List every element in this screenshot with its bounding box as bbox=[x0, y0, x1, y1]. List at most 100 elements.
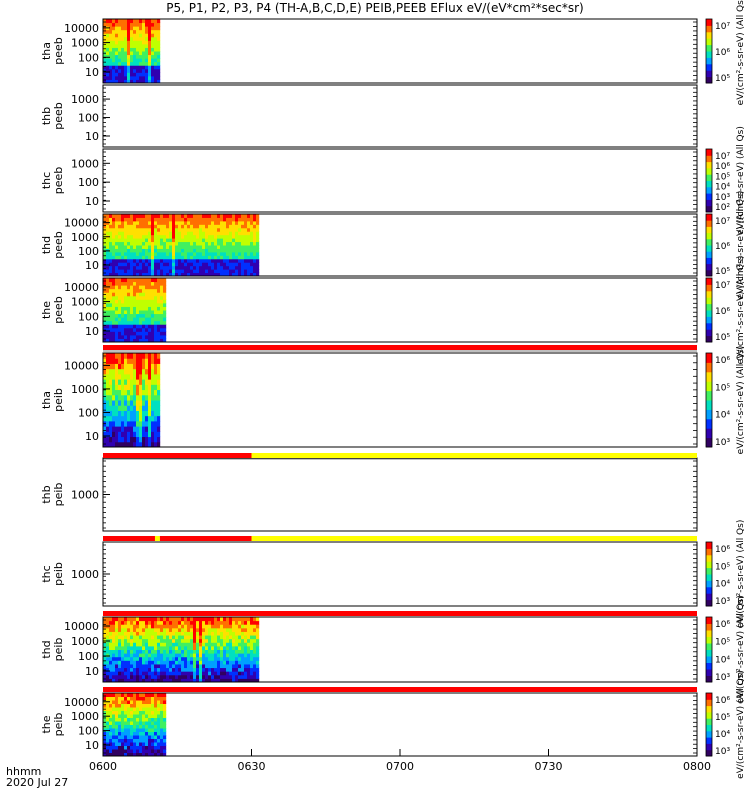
y-tick-label-tha-peib: 10 bbox=[85, 430, 99, 443]
panel-frame-thd-peeb bbox=[102, 213, 698, 277]
colorbar-tick-thd-peeb: 10⁷ bbox=[715, 217, 730, 227]
y-tick-label-thb-peeb: 1000 bbox=[71, 93, 99, 106]
colorbar-tick-thc-peib: 10⁴ bbox=[715, 580, 730, 590]
colorbar-swatch-the-peib bbox=[706, 730, 712, 738]
colorbar-swatch-thd-peib bbox=[706, 656, 712, 663]
colorbar-swatch-thd-peib bbox=[706, 636, 712, 644]
colorbar-frame-thc-peib bbox=[705, 541, 713, 607]
colorbar-tick-the-peib: 10⁴ bbox=[715, 730, 730, 740]
colorbar-tick-thd-peib: 10³ bbox=[715, 673, 730, 683]
y-tick-label-tha-peib: 10000 bbox=[64, 359, 99, 372]
colorbar-swatch-thc-peeb bbox=[706, 149, 712, 156]
colorbar-swatch-thd-peeb bbox=[706, 214, 712, 221]
panel-frame-thb-peib bbox=[102, 457, 698, 532]
colorbar-swatch-thc-peib bbox=[706, 567, 712, 575]
colorbar-swatch-thd-peib bbox=[706, 630, 712, 637]
colorbar-tick-thc-peeb: 10² bbox=[715, 203, 730, 213]
colorbar-swatch-tha-peeb bbox=[706, 38, 712, 46]
y-tick-label-thd-peib: 10 bbox=[85, 665, 99, 678]
colorbar-swatch-tha-peib bbox=[706, 362, 712, 373]
y-tick-label-the-peeb: 1000 bbox=[71, 296, 99, 309]
panel-label-probe-the-peeb: the bbox=[40, 301, 53, 319]
colorbar-swatch-thc-peib bbox=[706, 561, 712, 569]
colorbar-swatch-tha-peib bbox=[706, 390, 712, 401]
colorbar-swatch-thd-peeb bbox=[706, 232, 712, 240]
colorbar-label-tha-peib: eV/(cm²-s-sr-eV) (All Qs) bbox=[736, 346, 746, 455]
panel-frame-the-peeb bbox=[102, 277, 698, 343]
y-tick-label-the-peib: 10 bbox=[85, 739, 99, 752]
spectrogram-tha-peeb bbox=[103, 19, 161, 84]
colorbar-swatch-the-peib bbox=[706, 737, 712, 744]
panel-label-probe-tha-peeb: tha bbox=[40, 42, 53, 60]
panel-label-probe-the-peib: the bbox=[40, 715, 53, 733]
colorbar-swatch-thd-peib bbox=[706, 675, 712, 683]
colorbar-swatch-tha-peib bbox=[706, 400, 712, 410]
y-tick-label-tha-peeb: 10000 bbox=[64, 22, 99, 35]
colorbar-swatch-thd-peeb bbox=[706, 226, 712, 234]
colorbar-swatch-the-peib bbox=[706, 705, 712, 713]
flag-segment-thb-peib bbox=[251, 536, 697, 541]
colorbar-swatch-the-peeb bbox=[706, 303, 712, 311]
colorbar-swatch-thc-peeb bbox=[706, 186, 712, 194]
y-tick-label-the-peeb: 10 bbox=[85, 325, 99, 338]
colorbar-swatch-thd-peib bbox=[706, 617, 712, 624]
panel-label-product-thc-peeb: peeb bbox=[52, 167, 65, 195]
colorbar-tick-thc-peeb: 10⁴ bbox=[715, 183, 730, 193]
spectrogram-the-peeb bbox=[103, 278, 167, 343]
y-tick-label-thb-peeb: 10 bbox=[85, 130, 99, 143]
panel-label-probe-tha-peib: tha bbox=[40, 391, 53, 409]
colorbar-swatch-the-peib bbox=[706, 711, 712, 719]
colorbar-label-thc-peeb: eV/(cm²-s-sr-eV) (All Qs) bbox=[736, 126, 746, 235]
panel-label-product-thb-peeb: peeb bbox=[52, 102, 65, 130]
colorbar-swatch-tha-peib bbox=[706, 409, 712, 420]
colorbar-tick-the-peib: 10⁶ bbox=[715, 696, 730, 706]
colorbar-frame-the-peib bbox=[705, 692, 713, 757]
colorbar-tick-thc-peib: 10⁶ bbox=[715, 545, 730, 555]
flag-segment-thb-peib bbox=[103, 536, 155, 541]
colorbar-label-thd-peeb: eV/(cm²-s-sr-eV) (All Qs) bbox=[736, 191, 746, 300]
colorbar-tick-the-peeb: 10⁵ bbox=[715, 333, 730, 343]
flag-segment-thd-peib bbox=[103, 687, 697, 692]
colorbar-swatch-thd-peeb bbox=[706, 269, 712, 277]
colorbar-swatch-tha-peeb bbox=[706, 70, 712, 78]
x-tick-label: 0700 bbox=[386, 760, 414, 773]
colorbar-tick-thc-peib: 10³ bbox=[715, 597, 730, 607]
colorbar-swatch-tha-peib bbox=[706, 381, 712, 392]
colorbar-swatch-thc-peeb bbox=[706, 161, 712, 169]
colorbar-frame-tha-peeb bbox=[705, 18, 713, 84]
colorbar-swatch-the-peib bbox=[706, 718, 712, 725]
panel-label-product-thd-peeb: peeb bbox=[52, 231, 65, 259]
colorbar-frame-thc-peeb bbox=[705, 148, 713, 213]
colorbar-swatch-thc-peeb bbox=[706, 193, 712, 200]
colorbar-swatch-thc-peib bbox=[706, 580, 712, 588]
colorbar-swatch-thc-peib bbox=[706, 574, 712, 581]
colorbar-tick-thd-peib: 10⁴ bbox=[715, 655, 730, 665]
y-tick-label-thb-peeb: 100 bbox=[78, 112, 99, 125]
y-tick-label-tha-peib: 1000 bbox=[71, 383, 99, 396]
flag-segment-tha-peib bbox=[251, 453, 697, 458]
colorbar-tick-thc-peeb: 10⁵ bbox=[715, 172, 730, 182]
panel-label-product-the-peeb: peeb bbox=[52, 296, 65, 324]
colorbar-swatch-the-peib bbox=[706, 724, 712, 732]
panel-frame-tha-peib bbox=[102, 352, 698, 448]
colorbar-swatch-the-peeb bbox=[706, 322, 712, 330]
colorbar-swatch-tha-peeb bbox=[706, 25, 712, 33]
panel-label-product-thc-peib: peib bbox=[52, 562, 65, 586]
colorbar-swatch-the-peeb bbox=[706, 335, 712, 343]
colorbar-tick-tha-peib: 10⁶ bbox=[715, 356, 730, 366]
colorbar-frame-thd-peib bbox=[705, 616, 713, 683]
colorbar-label-thc-peib: eV/(cm²-s-sr-eV) (All Qs) bbox=[736, 520, 746, 629]
colorbar-swatch-tha-peib bbox=[706, 353, 712, 363]
spectrogram-thd-peib bbox=[103, 617, 260, 683]
colorbar-swatch-the-peib bbox=[706, 749, 712, 757]
panel-label-product-thd-peib: peib bbox=[52, 638, 65, 662]
x-axis-label-units: hhmm bbox=[6, 765, 42, 778]
colorbar-swatch-thd-peib bbox=[706, 623, 712, 631]
panel-label-product-tha-peib: peib bbox=[52, 388, 65, 412]
y-tick-label-tha-peib: 100 bbox=[78, 406, 99, 419]
colorbar-swatch-the-peib bbox=[706, 699, 712, 707]
panel-label-probe-thd-peib: thd bbox=[40, 640, 53, 658]
colorbar-swatch-thd-peib bbox=[706, 643, 712, 650]
colorbar-swatch-thd-peib bbox=[706, 669, 712, 676]
colorbar-swatch-the-peeb bbox=[706, 310, 712, 317]
